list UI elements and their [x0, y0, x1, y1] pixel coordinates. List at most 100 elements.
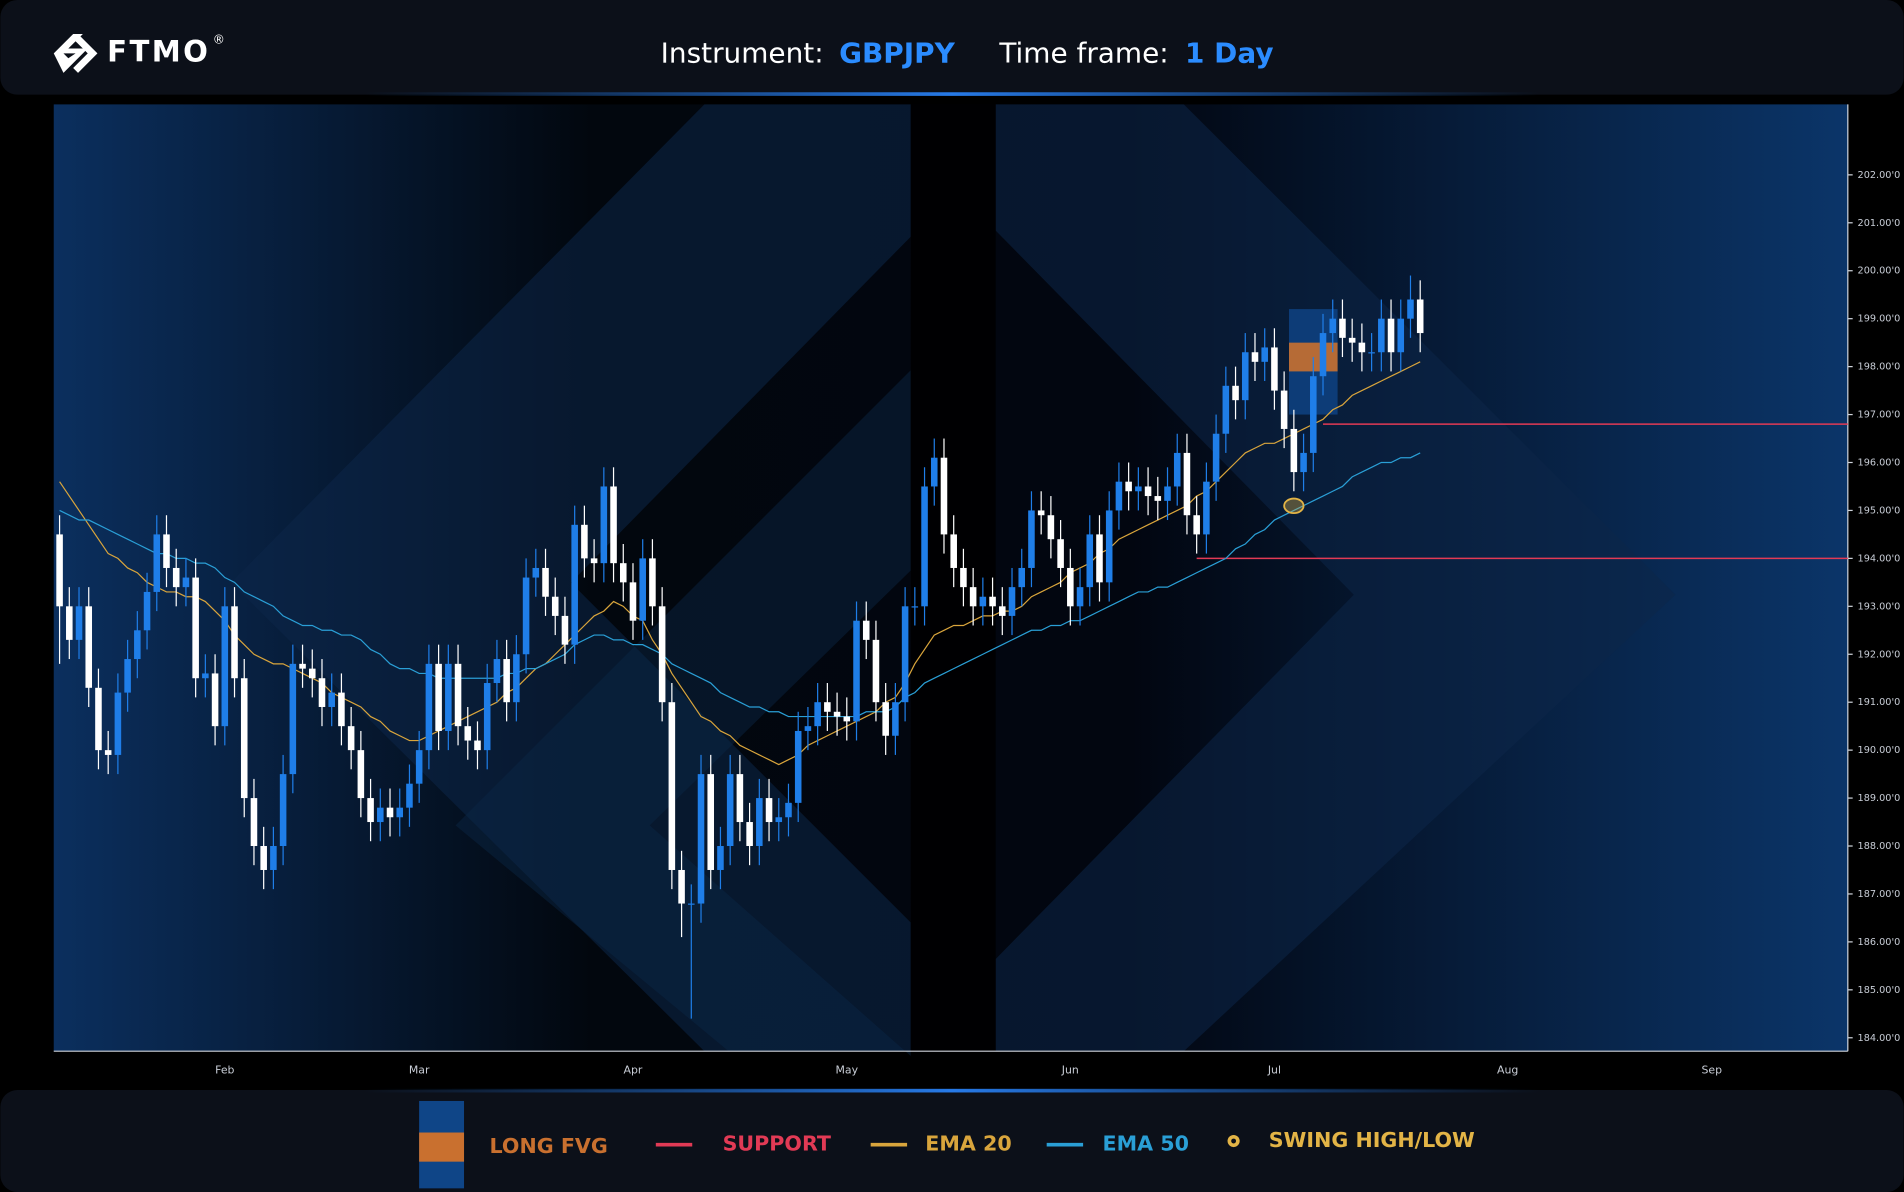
candle-body — [211, 673, 219, 727]
candle-body — [930, 457, 938, 487]
candle-body — [192, 577, 199, 679]
candle-body — [1271, 347, 1278, 391]
candle-body — [1348, 337, 1356, 343]
candle-body — [561, 615, 569, 645]
candle-body — [1329, 318, 1337, 334]
candle-body — [688, 903, 695, 905]
candle-body — [542, 567, 549, 597]
candle-body — [697, 774, 705, 904]
candle-body — [571, 524, 578, 645]
y-tick-label: 185.00'0 — [1858, 985, 1901, 996]
candle-body — [1368, 352, 1375, 354]
x-tick-label: Jul — [1267, 1064, 1281, 1077]
y-tick-label: 186.00'0 — [1858, 937, 1901, 948]
candle-body — [1280, 390, 1288, 429]
candle-body — [240, 678, 248, 799]
y-tick-label: 187.00'0 — [1858, 889, 1901, 900]
legend-glow — [364, 1088, 1540, 1093]
x-tick-label: Sep — [1701, 1064, 1722, 1077]
candle-body — [172, 567, 180, 588]
candle-body — [872, 639, 880, 703]
y-tick-label: 192.00'0 — [1858, 649, 1901, 660]
header-bar — [0, 0, 1904, 95]
candle-body — [843, 716, 851, 722]
candle-body — [1378, 318, 1385, 353]
candle-body — [600, 486, 608, 564]
candle-body — [415, 750, 423, 784]
candle-body — [892, 702, 899, 736]
candle-body — [979, 596, 987, 607]
candle-body — [1067, 567, 1074, 607]
candle-body — [104, 750, 112, 755]
candle-body — [1193, 515, 1200, 535]
ema-line — [59, 361, 1421, 766]
candle-body — [347, 726, 355, 751]
candle-body — [1290, 428, 1298, 473]
candle-body — [377, 807, 384, 823]
x-tick-label: Feb — [215, 1064, 234, 1077]
candle-body — [153, 534, 161, 592]
candle-body — [882, 702, 889, 736]
candle-body — [551, 596, 559, 616]
y-tick-label: 197.00'0 — [1858, 410, 1901, 421]
candle-body — [581, 524, 588, 559]
candle-body — [814, 702, 821, 727]
y-tick-label: 191.00'0 — [1858, 697, 1901, 708]
candle-body — [357, 750, 365, 799]
candle-body — [406, 783, 413, 808]
candle-body — [1018, 567, 1026, 588]
legend-label: LONG FVG — [490, 1134, 608, 1158]
candle-body — [85, 606, 93, 688]
candle-body — [824, 702, 831, 712]
candle-body — [999, 606, 1006, 616]
candle-body — [75, 606, 83, 640]
candle-body — [707, 774, 715, 870]
candle-body — [260, 846, 267, 870]
candle-body — [1397, 318, 1405, 353]
candle-body — [746, 822, 753, 847]
candle-body — [989, 596, 996, 607]
candle-body — [270, 846, 277, 870]
logo — [53, 33, 98, 73]
candle-body — [726, 774, 734, 847]
watermark — [455, 370, 911, 1057]
candle-body — [1086, 534, 1094, 588]
candle-body — [833, 711, 841, 717]
candle-body — [1154, 496, 1162, 501]
y-tick-label: 199.00'0 — [1858, 314, 1901, 325]
candle-body — [1135, 486, 1142, 492]
watermark — [995, 104, 1676, 1052]
candle-body — [250, 798, 258, 847]
candle-body — [95, 687, 102, 751]
logo-icon — [53, 33, 88, 73]
candle-body — [163, 534, 170, 568]
legend-label: EMA 50 — [1103, 1132, 1189, 1156]
y-tick-label: 189.00'0 — [1858, 793, 1901, 804]
legend-label: EMA 20 — [925, 1132, 1011, 1156]
candle-body — [503, 659, 510, 703]
candle-body — [862, 620, 870, 640]
candle-body — [717, 846, 724, 870]
candle-body — [1144, 486, 1152, 497]
candle-body — [474, 740, 481, 751]
candle-body — [1028, 510, 1035, 568]
candle-body — [1115, 481, 1123, 511]
legend-label: SUPPORT — [723, 1132, 831, 1156]
candle-body — [221, 606, 229, 727]
candle-body — [668, 702, 676, 870]
timeframe: 1 Day — [1185, 37, 1273, 70]
candle-body — [1105, 510, 1113, 583]
candle-body — [950, 534, 957, 568]
candle-body — [1319, 333, 1327, 377]
y-tick-label: 190.00'0 — [1858, 745, 1901, 756]
candle-body — [1164, 486, 1171, 501]
legend-bar — [0, 1090, 1904, 1192]
candle-body — [853, 620, 860, 722]
y-tick-label: 200.00'0 — [1858, 266, 1901, 277]
candle-body — [1057, 539, 1064, 568]
y-tick-label: 196.00'0 — [1858, 457, 1901, 468]
candle-body — [1339, 318, 1346, 338]
candle-body — [911, 606, 919, 608]
